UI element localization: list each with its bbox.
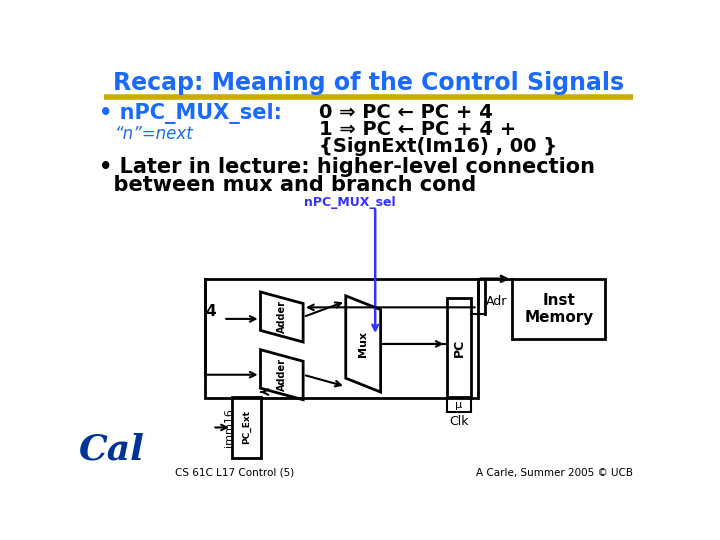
- Text: 0 ⇒ PC ← PC + 4: 0 ⇒ PC ← PC + 4: [319, 103, 492, 122]
- Text: Adder: Adder: [276, 358, 287, 391]
- Bar: [204, 279, 477, 398]
- Bar: [446, 298, 472, 397]
- Text: {SignExt(Im16) , 00 }: {SignExt(Im16) , 00 }: [319, 137, 557, 156]
- Text: 4: 4: [206, 303, 216, 319]
- Text: 1 ⇒ PC ← PC + 4 +: 1 ⇒ PC ← PC + 4 +: [319, 120, 516, 139]
- Text: CS 61C L17 Control (5): CS 61C L17 Control (5): [175, 468, 294, 478]
- Text: A Carle, Summer 2005 © UCB: A Carle, Summer 2005 © UCB: [475, 468, 632, 478]
- Text: Recap: Meaning of the Control Signals: Recap: Meaning of the Control Signals: [114, 71, 624, 95]
- Text: Adder: Adder: [276, 300, 287, 334]
- Text: Mux: Mux: [358, 331, 368, 357]
- Bar: [446, 398, 472, 412]
- Bar: [513, 279, 606, 339]
- Text: Adr: Adr: [486, 295, 508, 308]
- Text: “n”=next: “n”=next: [114, 125, 194, 143]
- Text: Inst
Memory: Inst Memory: [524, 293, 593, 325]
- Text: imm16: imm16: [224, 408, 234, 447]
- Text: • Later in lecture: higher-level connection: • Later in lecture: higher-level connect…: [99, 157, 595, 177]
- Text: Clk: Clk: [449, 415, 469, 428]
- Bar: [232, 397, 261, 457]
- Text: nPC_MUX_sel: nPC_MUX_sel: [304, 195, 395, 208]
- Text: • nPC_MUX_sel:: • nPC_MUX_sel:: [99, 103, 282, 124]
- Text: PC_Ext: PC_Ext: [242, 410, 251, 444]
- Text: μ: μ: [455, 400, 462, 410]
- Text: Cal: Cal: [78, 433, 145, 467]
- Text: PC: PC: [452, 338, 465, 356]
- Text: between mux and branch cond: between mux and branch cond: [99, 175, 477, 195]
